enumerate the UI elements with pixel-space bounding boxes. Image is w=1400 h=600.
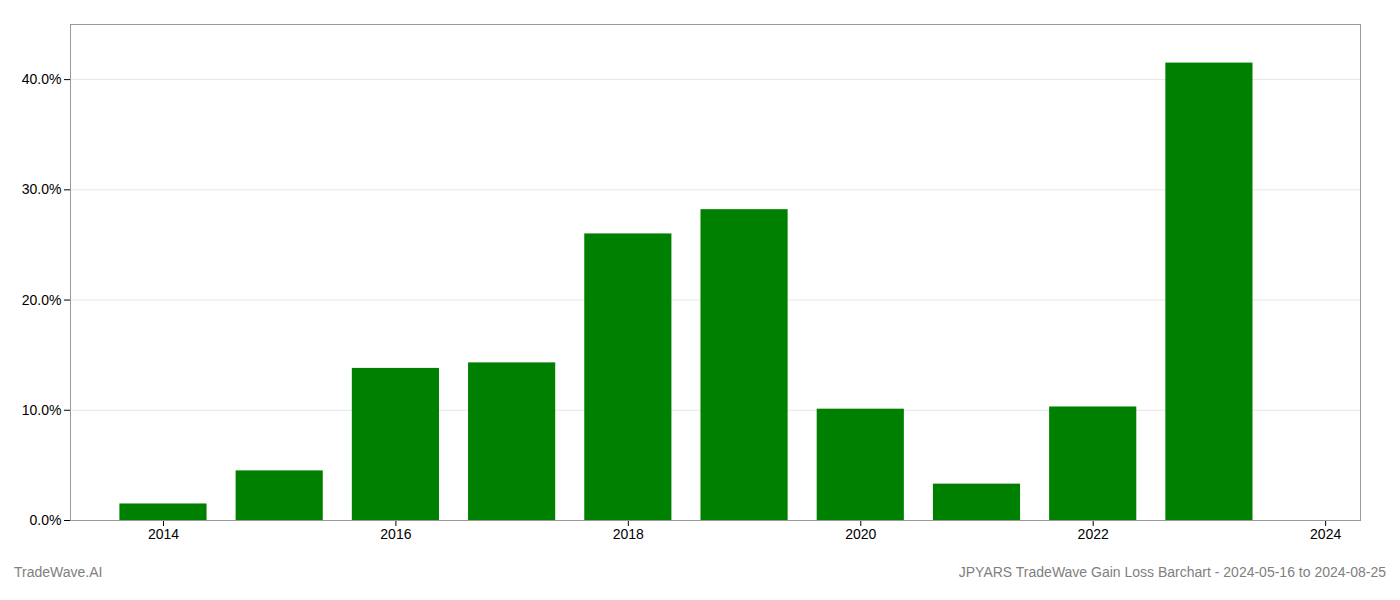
svg-text:2022: 2022 bbox=[1078, 526, 1109, 542]
svg-text:10.0%: 10.0% bbox=[22, 402, 62, 418]
svg-text:2020: 2020 bbox=[845, 526, 876, 542]
svg-text:20.0%: 20.0% bbox=[22, 292, 62, 308]
svg-text:2014: 2014 bbox=[148, 526, 179, 542]
svg-text:0.0%: 0.0% bbox=[30, 512, 62, 528]
svg-text:2016: 2016 bbox=[380, 526, 411, 542]
html-text:JPYARS TradeWave Gain Loss Bar: JPYARS TradeWave Gain Loss Barchart - 20… bbox=[958, 564, 1386, 580]
svg-text:2024: 2024 bbox=[1310, 526, 1341, 542]
svg-text:30.0%: 30.0% bbox=[22, 181, 62, 197]
svg-text:40.0%: 40.0% bbox=[22, 71, 62, 87]
svg-text:2018: 2018 bbox=[613, 526, 644, 542]
html-text:TradeWave.AI: TradeWave.AI bbox=[14, 564, 103, 580]
